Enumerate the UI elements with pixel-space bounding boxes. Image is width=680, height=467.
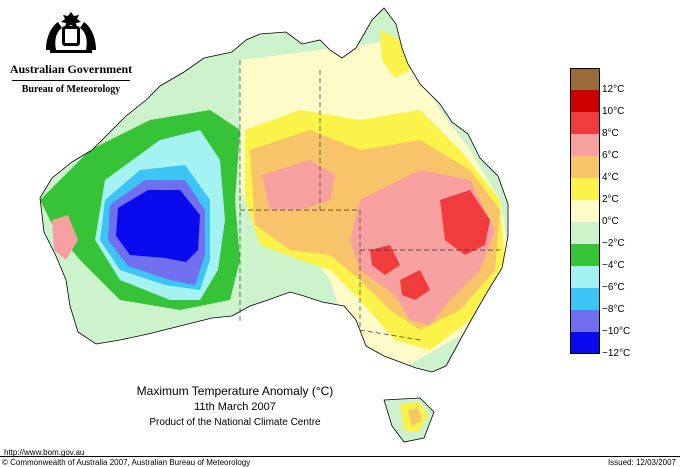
legend-swatch	[570, 222, 600, 244]
legend-label: 6°C	[602, 150, 619, 161]
legend-label: −12°C	[602, 348, 631, 359]
legend-swatch	[570, 200, 600, 222]
coat-of-arms-icon	[46, 12, 96, 53]
legend-label: −4°C	[602, 260, 625, 271]
legend-swatch	[570, 156, 600, 178]
legend-swatch	[570, 288, 600, 310]
logo-divider	[12, 80, 130, 81]
bureau-title: Bureau of Meteorology	[21, 84, 121, 95]
legend-swatch	[570, 112, 600, 134]
legend-swatch	[570, 310, 600, 332]
legend-swatch	[570, 134, 600, 156]
copyright-text: © Commonwealth of Australia 2007, Austra…	[2, 458, 251, 467]
legend-label: 12°C	[602, 84, 625, 95]
legend-label: 10°C	[602, 106, 625, 117]
logo-block: Australian Government Bureau of Meteorol…	[8, 10, 134, 95]
legend-label: −8°C	[602, 304, 625, 315]
legend-label: −10°C	[602, 326, 631, 337]
legend-swatch	[570, 332, 600, 354]
legend-label: −2°C	[602, 238, 625, 249]
legend-colorbar	[570, 68, 600, 354]
footer-divider	[0, 456, 680, 457]
issued-date: Issued: 12/03/2007	[607, 458, 676, 467]
legend-label: 8°C	[602, 128, 619, 139]
legend-swatch	[570, 90, 600, 112]
legend-swatch	[570, 266, 600, 288]
legend-swatch	[570, 178, 600, 200]
map-date: 11th March 2007	[194, 401, 276, 413]
legend-label: −6°C	[602, 282, 625, 293]
legend-swatch	[570, 68, 600, 90]
government-title: Australian Government	[9, 62, 133, 76]
legend-label: 0°C	[602, 216, 619, 227]
legend-label: 4°C	[602, 172, 619, 183]
legend-label: 2°C	[602, 194, 619, 205]
map-caption: Maximum Temperature Anomaly (°C) 11th Ma…	[110, 384, 360, 428]
website-link[interactable]: http://www.bom.gov.au	[4, 448, 85, 457]
legend-swatch	[570, 244, 600, 266]
map-product: Product of the National Climate Centre	[149, 417, 321, 428]
map-title: Maximum Temperature Anomaly (°C)	[136, 384, 334, 398]
